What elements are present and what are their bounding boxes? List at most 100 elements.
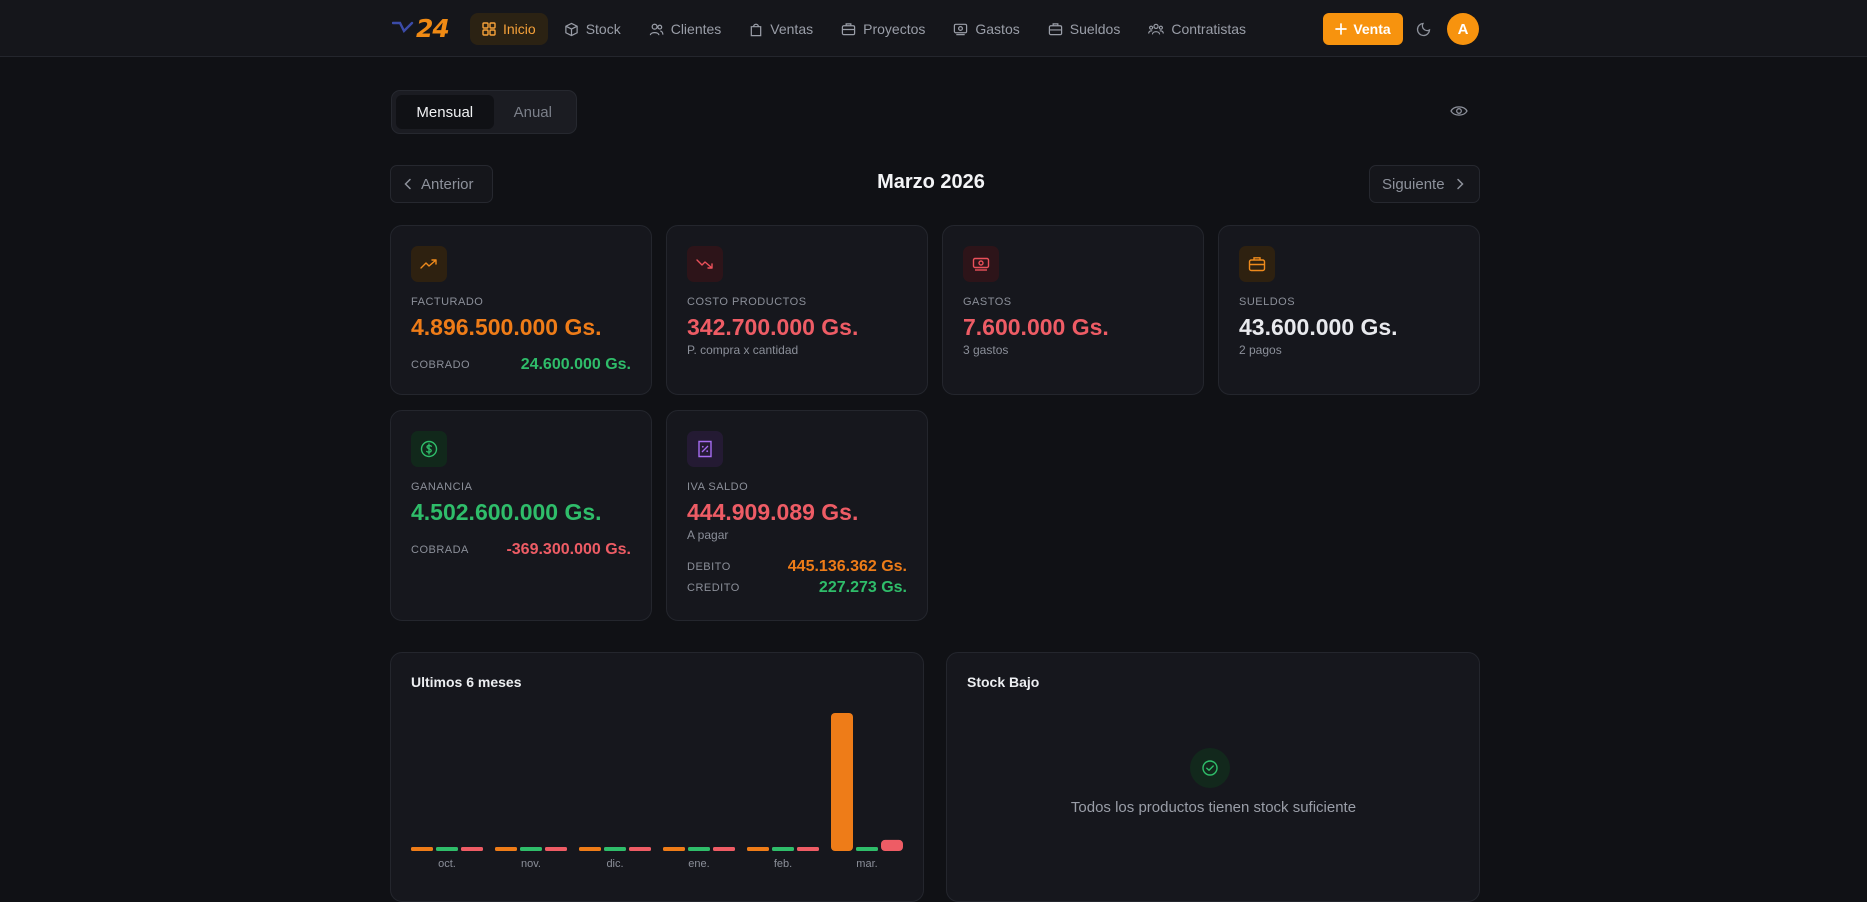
chart-bar[interactable] [411, 847, 433, 851]
plus-icon [1335, 23, 1348, 35]
logo-text: 24 [416, 13, 450, 43]
chart-bar[interactable] [856, 847, 878, 851]
nav-label: Inicio [503, 21, 536, 37]
nav-item-proyectos[interactable]: Proyectos [829, 13, 937, 45]
previous-month-button[interactable]: Anterior [390, 165, 493, 203]
card-subtext: 3 gastos [963, 343, 1009, 357]
row-label: DEBITO [687, 561, 731, 573]
card-gastos: GASTOS 7.600.000 Gs. 3 gastos [942, 225, 1204, 395]
chart-bar[interactable] [881, 839, 903, 851]
chart-bar[interactable] [797, 847, 819, 851]
period-option-mensual[interactable]: Mensual [396, 95, 494, 129]
app-logo[interactable]: 24 [392, 12, 450, 44]
card-value: 7.600.000 Gs. [963, 314, 1109, 340]
chart-bar[interactable] [495, 847, 517, 851]
nav-label: Contratistas [1171, 21, 1247, 37]
chart-bar[interactable] [461, 847, 483, 851]
chart-x-tick-label: feb. [774, 858, 792, 870]
eye-icon[interactable] [1450, 104, 1468, 118]
card-value: 4.502.600.000 Gs. [411, 499, 602, 525]
chart-bar[interactable] [747, 847, 769, 851]
chart-x-tick-label: dic. [606, 858, 623, 870]
chart-bar[interactable] [772, 847, 794, 851]
chart-x-tick-label: nov. [521, 858, 541, 870]
chart-x-tick-label: oct. [438, 858, 456, 870]
card-subtext: A pagar [687, 528, 729, 542]
next-month-label: Siguiente [1382, 175, 1445, 193]
nav-item-contratistas[interactable]: Contratistas [1136, 13, 1258, 45]
logo-mark-icon [392, 20, 414, 36]
stock-bajo-panel: Stock Bajo Todos los productos tienen st… [946, 652, 1480, 902]
row-value: 445.136.362 Gs. [787, 558, 907, 575]
card-value: 4.896.500.000 Gs. [411, 314, 602, 340]
nav-label: Gastos [975, 21, 1020, 37]
card-label: IVA SALDO [687, 481, 749, 493]
card-value: 342.700.000 Gs. [687, 314, 859, 340]
row-label: CREDITO [687, 582, 740, 594]
user-avatar[interactable]: A [1447, 13, 1479, 45]
chart-bar[interactable] [688, 847, 710, 851]
card-ganancia: GANANCIA 4.502.600.000 Gs. COBRADA -369.… [390, 410, 652, 621]
new-venta-button[interactable]: Venta [1323, 13, 1403, 45]
current-month-title: Marzo 2026 [877, 171, 985, 193]
card-label: GASTOS [963, 296, 1012, 308]
chart-bar[interactable] [629, 847, 651, 851]
nav-item-inicio[interactable]: Inicio [470, 13, 548, 45]
nav-item-stock[interactable]: Stock [552, 13, 633, 45]
stock-status-message: Todos los productos tienen stock suficie… [1070, 799, 1357, 816]
wallet-icon [1048, 23, 1062, 36]
trend-up-icon [411, 246, 447, 282]
previous-month-label: Anterior [421, 175, 474, 193]
tax-receipt-icon [687, 431, 723, 467]
bar-chart: oct. nov. dic. ene. feb. mar. [411, 713, 903, 870]
card-subtext: P. compra x cantidad [687, 343, 799, 357]
nav-item-gastos[interactable]: Gastos [941, 13, 1031, 45]
briefcase-icon [841, 23, 856, 36]
card-label: COSTO PRODUCTOS [687, 296, 807, 308]
card-row-debito: DEBITO 445.136.362 Gs. [687, 558, 907, 576]
new-venta-label: Venta [1353, 21, 1391, 37]
card-label: SUELDOS [1239, 296, 1296, 308]
chart-bar[interactable] [436, 847, 458, 851]
nav-label: Proyectos [863, 21, 926, 37]
banknote-icon [963, 246, 999, 282]
row-value: 227.273 Gs. [818, 579, 907, 596]
card-value: 444.909.089 Gs. [687, 499, 859, 525]
main-nav: Inicio Stock Clientes Ventas Proyectos G… [470, 13, 1258, 45]
period-option-anual[interactable]: Anual [513, 103, 552, 121]
chart-bar[interactable] [579, 847, 601, 851]
chart-bar[interactable] [604, 847, 626, 851]
chart-panel: Ultimos 6 meses oct. nov. dic. ene. feb. mar. [390, 652, 924, 902]
card-subtext: 2 pagos [1239, 343, 1282, 357]
card-row-credito: CREDITO 227.273 Gs. [687, 579, 907, 597]
nav-item-ventas[interactable]: Ventas [737, 13, 825, 45]
chevron-right-icon [1456, 178, 1464, 190]
card-label: GANANCIA [411, 481, 473, 493]
shopping-bag-icon [751, 23, 762, 36]
row-label: COBRADO [411, 359, 471, 371]
chart-bar[interactable] [663, 847, 685, 851]
chart-bar[interactable] [713, 847, 735, 851]
nav-label: Ventas [770, 21, 814, 37]
card-facturado: FACTURADO 4.896.500.000 Gs. COBRADO 24.6… [390, 225, 652, 395]
chart-bar[interactable] [831, 713, 853, 851]
nav-item-clientes[interactable]: Clientes [637, 13, 734, 45]
next-month-button[interactable]: Siguiente [1369, 165, 1480, 203]
theme-toggle-moon-icon[interactable] [1416, 19, 1434, 37]
chart-bar[interactable] [520, 847, 542, 851]
users-icon [649, 23, 664, 35]
chevron-left-icon [404, 178, 411, 190]
chart-x-tick-label: ene. [688, 858, 709, 870]
check-circle-icon [1190, 748, 1230, 788]
nav-item-sueldos[interactable]: Sueldos [1036, 13, 1133, 45]
nav-label: Stock [585, 21, 621, 37]
top-navbar: 24 Inicio Stock Clientes Ventas Proyecto… [0, 0, 1867, 57]
box-icon [564, 22, 578, 36]
card-row-cobrada: COBRADA -369.300.000 Gs. [411, 541, 631, 559]
period-toggle: Mensual Anual [391, 90, 577, 134]
briefcase-icon [1239, 246, 1275, 282]
nav-label: Clientes [670, 21, 722, 37]
row-label: COBRADA [411, 544, 469, 556]
chart-bar[interactable] [545, 847, 567, 851]
card-sueldos: SUELDOS 43.600.000 Gs. 2 pagos [1218, 225, 1480, 395]
